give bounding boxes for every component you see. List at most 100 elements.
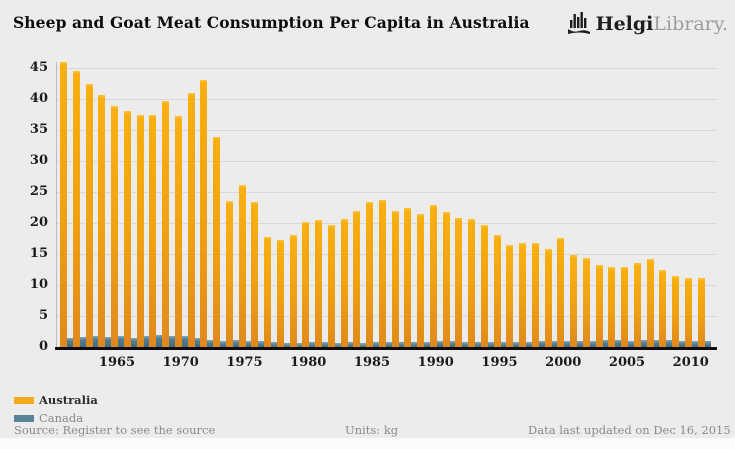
bar-australia-1998[interactable]: [531, 243, 539, 347]
bar-canada-1977[interactable]: [271, 342, 277, 347]
bar-australia-2009[interactable]: [672, 276, 679, 347]
bar-canada-1979[interactable]: [296, 342, 303, 347]
bar-australia-1974[interactable]: [225, 200, 233, 347]
bar-australia-1977[interactable]: [264, 236, 271, 347]
bar-australia-1971[interactable]: [187, 93, 195, 347]
bar-canada-1964[interactable]: [105, 337, 112, 347]
bar-australia-1990[interactable]: [429, 205, 437, 347]
bar-australia-1992[interactable]: [455, 218, 463, 347]
bar-australia-1981[interactable]: [315, 219, 322, 347]
bar-canada-1992[interactable]: [462, 342, 469, 347]
bar-australia-1961[interactable]: [60, 61, 67, 347]
bar-australia-1985[interactable]: [366, 201, 373, 347]
bar-canada-1982[interactable]: [334, 342, 341, 347]
bar-australia-1991[interactable]: [442, 212, 450, 347]
bar-canada-1981[interactable]: [322, 342, 328, 347]
bar-australia-1962[interactable]: [72, 71, 80, 347]
bar-australia-1986[interactable]: [378, 200, 386, 347]
bar-australia-1994[interactable]: [480, 224, 488, 347]
bar-canada-1970[interactable]: [181, 336, 188, 347]
bar-canada-1985[interactable]: [373, 342, 379, 347]
bar-canada-1971[interactable]: [194, 337, 201, 347]
bar-australia-1988[interactable]: [404, 207, 412, 347]
bar-canada-1961[interactable]: [67, 338, 73, 347]
bar-australia-2001[interactable]: [570, 255, 577, 347]
bar-australia-1983[interactable]: [340, 219, 348, 347]
bar-canada-2009[interactable]: [679, 340, 685, 347]
bar-canada-1967[interactable]: [143, 336, 150, 347]
bar-australia-1972[interactable]: [200, 79, 208, 347]
bar-australia-1975[interactable]: [238, 184, 246, 347]
bar-canada-2002[interactable]: [589, 340, 596, 347]
bar-canada-2008[interactable]: [666, 339, 673, 347]
bar-australia-2002[interactable]: [582, 257, 590, 347]
bar-canada-1972[interactable]: [207, 339, 214, 347]
bar-canada-2004[interactable]: [615, 340, 622, 347]
bar-australia-1970[interactable]: [174, 116, 182, 347]
bar-australia-1980[interactable]: [302, 222, 310, 347]
source-link[interactable]: Source: Register to see the source: [14, 423, 216, 437]
bar-canada-1989[interactable]: [424, 342, 430, 347]
bar-canada-2006[interactable]: [640, 340, 647, 347]
bar-canada-1975[interactable]: [245, 340, 252, 347]
bar-australia-1968[interactable]: [149, 114, 157, 347]
bar-australia-1969[interactable]: [162, 101, 169, 347]
bar-australia-1976[interactable]: [251, 201, 259, 347]
bar-canada-2010[interactable]: [691, 340, 698, 347]
bar-canada-1984[interactable]: [360, 342, 367, 347]
bar-canada-1994[interactable]: [487, 342, 494, 347]
bar-australia-2010[interactable]: [684, 277, 692, 347]
bar-canada-2011[interactable]: [704, 340, 711, 347]
bar-canada-1968[interactable]: [156, 335, 163, 347]
bar-australia-1973[interactable]: [213, 137, 220, 347]
bar-canada-1973[interactable]: [220, 340, 226, 347]
bar-canada-2007[interactable]: [653, 339, 660, 347]
bar-canada-1999[interactable]: [551, 341, 558, 347]
bar-australia-1999[interactable]: [544, 249, 552, 347]
bar-australia-2003[interactable]: [595, 264, 603, 347]
bar-australia-2004[interactable]: [608, 267, 616, 347]
bar-canada-1969[interactable]: [169, 335, 175, 347]
bar-canada-1983[interactable]: [347, 342, 354, 347]
bar-australia-1984[interactable]: [353, 211, 361, 347]
bar-canada-1993[interactable]: [475, 342, 481, 347]
bar-canada-2005[interactable]: [628, 340, 634, 347]
bar-canada-1974[interactable]: [232, 339, 239, 347]
bar-canada-1963[interactable]: [92, 336, 99, 347]
bar-canada-1987[interactable]: [398, 342, 405, 347]
bar-canada-1997[interactable]: [526, 342, 532, 347]
bar-australia-1987[interactable]: [391, 211, 399, 347]
bar-australia-1996[interactable]: [506, 244, 514, 347]
bar-australia-2006[interactable]: [633, 262, 641, 347]
bar-australia-2008[interactable]: [659, 270, 667, 347]
bar-australia-1982[interactable]: [327, 224, 335, 347]
bar-canada-1980[interactable]: [309, 342, 316, 347]
bar-canada-2001[interactable]: [577, 340, 583, 347]
bar-canada-1976[interactable]: [258, 341, 265, 347]
bar-australia-1978[interactable]: [276, 240, 284, 347]
bar-australia-2000[interactable]: [557, 237, 565, 347]
bar-canada-1978[interactable]: [283, 342, 290, 347]
bar-canada-1962[interactable]: [79, 337, 86, 347]
bar-canada-1966[interactable]: [130, 337, 137, 347]
bar-canada-1965[interactable]: [118, 335, 124, 347]
bar-canada-1986[interactable]: [385, 342, 392, 347]
bar-canada-1988[interactable]: [411, 342, 418, 347]
bar-canada-1990[interactable]: [436, 341, 443, 347]
bar-australia-1967[interactable]: [136, 114, 144, 347]
bar-australia-1965[interactable]: [111, 106, 118, 347]
helgi-library-logo[interactable]: HelgiLibrary.: [567, 10, 728, 38]
bar-canada-1991[interactable]: [449, 341, 456, 347]
bar-australia-1993[interactable]: [468, 219, 475, 347]
bar-australia-1995[interactable]: [493, 234, 501, 347]
bar-canada-1996[interactable]: [513, 342, 520, 347]
bar-australia-1997[interactable]: [519, 242, 526, 347]
bar-australia-2007[interactable]: [646, 258, 654, 347]
legend-item-australia[interactable]: Australia: [14, 391, 98, 409]
bar-australia-2011[interactable]: [697, 278, 705, 347]
bar-australia-1963[interactable]: [85, 84, 93, 347]
bar-canada-2000[interactable]: [564, 341, 571, 347]
bar-australia-1979[interactable]: [289, 234, 297, 347]
bar-australia-1989[interactable]: [417, 213, 424, 347]
bar-australia-2005[interactable]: [621, 267, 628, 347]
